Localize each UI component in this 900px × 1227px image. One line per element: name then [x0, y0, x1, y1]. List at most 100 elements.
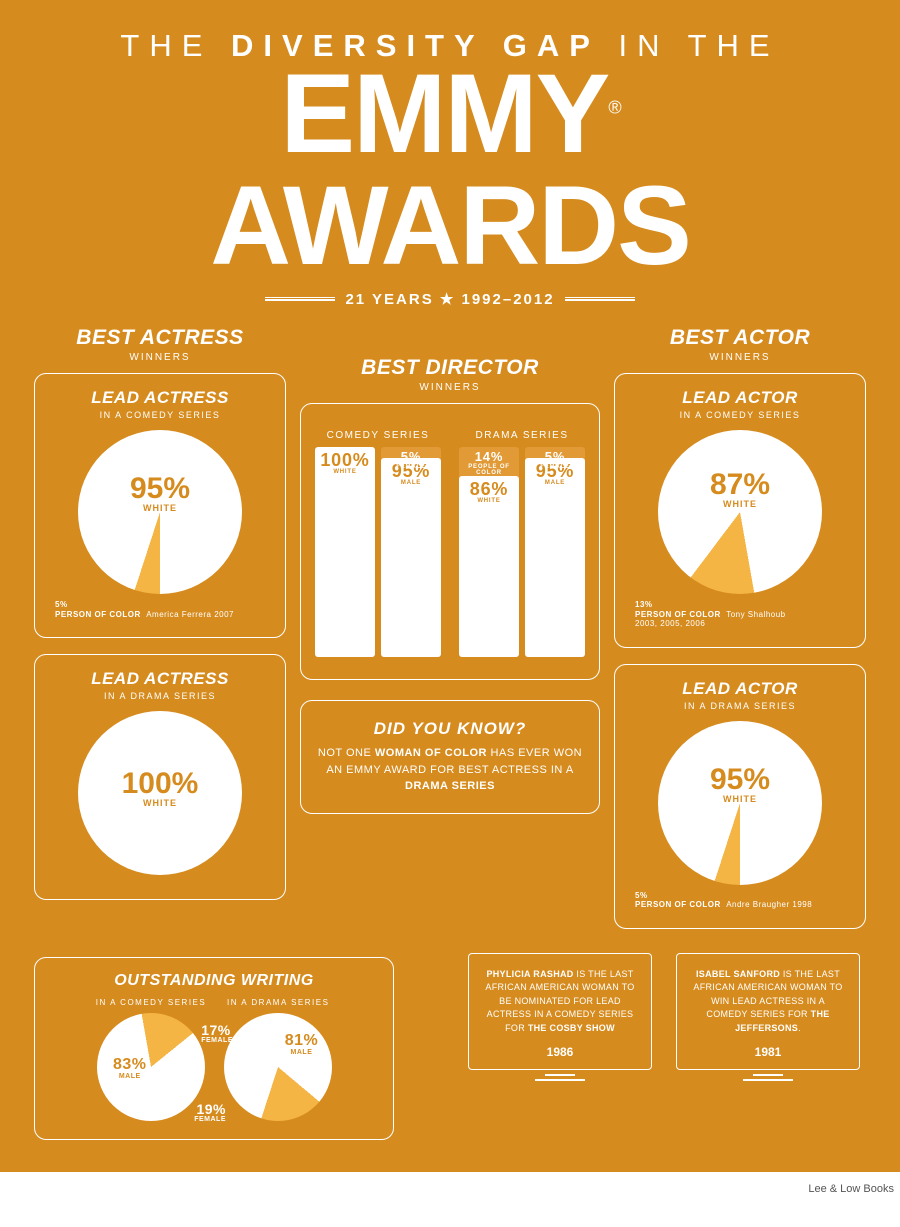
writing-drama: IN A DRAMA SERIES 81%MALE 19%FEMALE [224, 998, 332, 1121]
title-line-2: EMMY® AWARDS [34, 58, 866, 282]
v: 17% [201, 1022, 231, 1038]
panel-lead-actress-drama: LEAD ACTRESS IN A DRAMA SERIES 100% WHIT… [34, 654, 286, 900]
v: 100% [320, 450, 369, 470]
rule-left [265, 297, 335, 301]
title-emmy: EMMY [280, 51, 608, 176]
subtitle: 21 YEARS ★ 1992–2012 [34, 290, 866, 308]
period: . [798, 1023, 801, 1033]
tagline: ABOUT EVERYONE • FOR EVERYONE [147, 1178, 301, 1188]
pie-footer: 13% PERSON OF COLOR Tony Shalhoub 2003, … [625, 600, 855, 629]
other-pct: 5% [55, 600, 68, 609]
director-header: BEST DIRECTOR [300, 356, 600, 380]
l: PEOPLE OF COLOR [459, 464, 519, 476]
writing-comedy: IN A COMEDY SERIES 83%MALE 17%FEMALE [96, 998, 206, 1121]
col-actress: BEST ACTRESS WINNERS LEAD ACTRESS IN A C… [34, 326, 286, 945]
note: America Ferrera 2007 [146, 610, 234, 619]
dir-comedy: COMEDY SERIES 100%WHITE 95%MALE [315, 430, 441, 657]
wr-sub: IN A DRAMA SERIES [224, 998, 332, 1007]
title-awards: AWARDS [210, 163, 690, 288]
tv-box-sanford: ISABEL SANFORD IS THE LAST AFRICAN AMERI… [676, 953, 860, 1156]
did-you-know-box: DID YOU KNOW? NOT ONE WOMAN OF COLOR HAS… [300, 700, 600, 814]
panel-director: COMEDY SERIES 100%WHITE 95%MALE [300, 403, 600, 680]
sources: Source citations and methodology notes a… [321, 1203, 866, 1216]
rule-right [565, 297, 635, 301]
pct: 95% [130, 472, 190, 505]
v: 83% [113, 1056, 147, 1073]
registered-mark: ® [608, 98, 619, 118]
panel-lead-actor-drama: LEAD ACTOR IN A DRAMA SERIES 95% WHITE 5… [614, 664, 866, 929]
pie-main-label: 100% WHITE [78, 769, 242, 808]
pie-main-label: 95% WHITE [78, 474, 242, 513]
pie-chart [658, 430, 822, 594]
person-icon [82, 1203, 95, 1227]
bar-slot: 95%MALE 5%FEMALE [381, 447, 441, 657]
tv-text: PHYLICIA RASHAD IS THE LAST AFRICAN AMER… [483, 968, 637, 1036]
pie-actor-drama: 95% WHITE [658, 721, 822, 885]
lbl: WHITE [78, 504, 242, 513]
female-lbl: 17%FEMALE [201, 1023, 233, 1044]
title-post: IN THE [600, 28, 780, 63]
lbl: WHITE [658, 795, 822, 804]
produced: PRODUCED BY LEE & LOW BOOKS. DESIGNED BY… [321, 1220, 866, 1227]
main-columns: BEST ACTRESS WINNERS LEAD ACTRESS IN A C… [34, 326, 866, 945]
actress-header-sub: WINNERS [34, 352, 286, 363]
l: FEMALE [381, 464, 441, 470]
cat-title: LEAD ACTRESS [45, 388, 275, 408]
person-icon [114, 1203, 127, 1227]
v: 5% [401, 449, 421, 464]
other-lbl: PERSON OF COLOR [635, 900, 721, 909]
dir-group-label: DRAMA SERIES [459, 430, 585, 441]
l: MALE [525, 480, 585, 486]
show: THE COSBY SHOW [528, 1023, 615, 1033]
writing-header: OUTSTANDING WRITING [114, 972, 313, 990]
person-icon [66, 1203, 79, 1227]
t: NOT ONE [318, 747, 375, 759]
pie-main-label: 87% WHITE [658, 470, 822, 509]
tv-boxes: PHYLICIA RASHAD IS THE LAST AFRICAN AMER… [424, 953, 866, 1156]
person-icon [50, 1203, 63, 1227]
v: 5% [545, 449, 565, 464]
pie-footer: 5% PERSON OF COLOR America Ferrera 2007 [45, 600, 275, 619]
panel-lead-actor-comedy: LEAD ACTOR IN A COMEDY SERIES 87% WHITE … [614, 373, 866, 648]
people-icon [34, 1203, 127, 1227]
tv-stand-icon [753, 1074, 783, 1076]
writing-row: IN A COMEDY SERIES 83%MALE 17%FEMALE IN … [45, 998, 383, 1121]
cat-title: LEAD ACTOR [625, 679, 855, 699]
name: PHYLICIA RASHAD [486, 969, 573, 979]
note: Andre Braugher 1998 [726, 900, 812, 909]
pie-main-label: 95% WHITE [658, 765, 822, 804]
tv-year: 1986 [483, 1045, 637, 1059]
cat-title: LEAD ACTOR [625, 388, 855, 408]
bar-slot: 100%WHITE [315, 447, 375, 657]
person-icon [34, 1203, 47, 1227]
l: MALE [285, 1049, 319, 1056]
pie-actress-drama: 100% WHITE [78, 711, 242, 875]
line2: for more conversations on diversity, vis… [147, 1207, 301, 1217]
lbl: WHITE [658, 500, 822, 509]
cat-sub: IN A COMEDY SERIES [45, 410, 275, 420]
cat-sub: IN A DRAMA SERIES [45, 691, 275, 701]
b: WOMAN OF COLOR [375, 747, 487, 759]
director-header-sub: WINNERS [300, 382, 600, 393]
actress-header: BEST ACTRESS [34, 326, 286, 350]
dyk-heading: DID YOU KNOW? [317, 719, 583, 739]
tv-year: 1981 [691, 1045, 845, 1059]
v: 19% [196, 1101, 226, 1117]
name: ISABEL SANFORD [696, 969, 780, 979]
bar-fill: 95%MALE [525, 458, 585, 658]
dyk-body: NOT ONE WOMAN OF COLOR HAS EVER WON AN E… [317, 745, 583, 795]
bars-drama: 86%WHITE 14%PEOPLE OF COLOR 95%MALE 5%FE… [459, 447, 585, 657]
other-lbl: PERSON OF COLOR [55, 610, 141, 619]
director-columns: COMEDY SERIES 100%WHITE 95%MALE [315, 430, 585, 657]
title-pre: THE [120, 28, 231, 63]
other-pct: 5% [635, 891, 648, 900]
dir-drama: DRAMA SERIES 86%WHITE 14%PEOPLE OF COLOR [459, 430, 585, 657]
other-lbl: PERSON OF COLOR [635, 610, 721, 619]
bar-top: 100%WHITE [315, 451, 375, 475]
pct: 87% [710, 468, 770, 501]
lbl: WHITE [78, 799, 242, 808]
bottom-row: OUTSTANDING WRITING IN A COMEDY SERIES 8… [34, 953, 866, 1156]
image-credit: Lee & Low Books [808, 1183, 894, 1195]
female-lbl: 19%FEMALE [194, 1102, 226, 1123]
b: DRAMA SERIES [405, 780, 495, 792]
